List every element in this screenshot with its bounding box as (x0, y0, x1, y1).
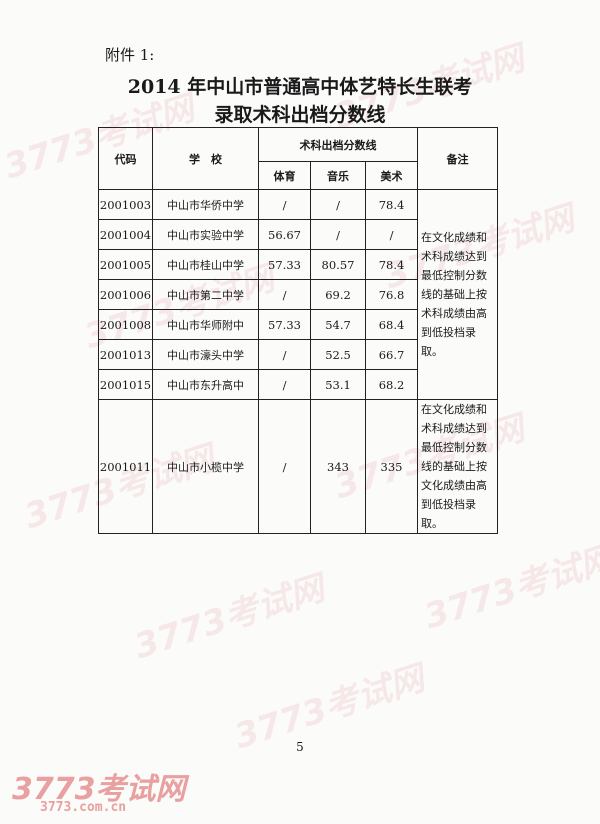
cell-music: / (310, 219, 366, 250)
header-remark: 备注 (417, 127, 498, 190)
attachment-label: 附件 1: (105, 46, 155, 64)
header-code: 代码 (98, 127, 153, 190)
cell-pe: 57.33 (258, 309, 311, 340)
header-music: 音乐 (310, 161, 366, 190)
cell-music: 343 (310, 399, 366, 534)
cell-code: 2001003 (98, 189, 153, 220)
cell-pe: / (258, 189, 311, 220)
document-title: 2014 年中山市普通高中体艺特长生联考 (127, 76, 473, 98)
cell-art: 76.8 (365, 279, 418, 310)
watermark-logo: 3773考试网 (12, 772, 186, 807)
table-row: 2001004 中山市实验中学 56.67 / / (98, 219, 498, 250)
cell-art: 66.7 (365, 339, 418, 370)
cell-pe: / (258, 399, 311, 534)
table-row: 2001011 中山市小榄中学 / 343 335 在文化成绩和术科成绩达到最低… (98, 399, 498, 534)
cell-art: 78.4 (365, 249, 418, 280)
cell-code: 2001005 (98, 249, 153, 280)
cell-school: 中山市桂山中学 (152, 249, 259, 280)
cell-music: / (310, 189, 366, 220)
cell-school: 中山市第二中学 (152, 279, 259, 310)
watermark: 3773考试网 (419, 538, 600, 638)
cell-pe: / (258, 279, 311, 310)
cell-music: 69.2 (310, 279, 366, 310)
cell-code: 2001008 (98, 309, 153, 340)
page-number: 5 (296, 740, 304, 754)
cell-pe: 56.67 (258, 219, 311, 250)
cell-code: 2001011 (98, 399, 153, 534)
cell-pe: 57.33 (258, 249, 311, 280)
header-score-group: 术科出档分数线 (258, 127, 418, 162)
cell-school: 中山市濠头中学 (152, 339, 259, 370)
table-row: 2001008 中山市华师附中 57.33 54.7 68.4 (98, 309, 498, 340)
score-table: 代码 学 校 术科出档分数线 备注 体育 音乐 美术 2001003 中山市华侨… (98, 127, 498, 534)
table-row: 2001015 中山市东升高中 / 53.1 68.2 (98, 369, 498, 400)
table-row: 2001013 中山市濠头中学 / 52.5 66.7 (98, 339, 498, 370)
cell-art: 68.2 (365, 369, 418, 400)
cell-school: 中山市华师附中 (152, 309, 259, 340)
cell-art: 68.4 (365, 309, 418, 340)
table-row: 2001006 中山市第二中学 / 69.2 76.8 (98, 279, 498, 310)
cell-school: 中山市小榄中学 (152, 399, 259, 534)
cell-art: / (365, 219, 418, 250)
cell-code: 2001013 (98, 339, 153, 370)
cell-code: 2001004 (98, 219, 153, 250)
cell-music: 54.7 (310, 309, 366, 340)
cell-music: 80.57 (310, 249, 366, 280)
table-row: 2001003 中山市华侨中学 / / 78.4 在文化成绩和术科成绩达到最低控… (98, 189, 498, 400)
cell-pe: / (258, 369, 311, 400)
cell-code: 2001015 (98, 369, 153, 400)
cell-music: 52.5 (310, 339, 366, 370)
header-school: 学 校 (152, 127, 259, 190)
cell-school: 中山市实验中学 (152, 219, 259, 250)
header-art: 美术 (365, 161, 418, 190)
cell-school: 中山市东升高中 (152, 369, 259, 400)
document-subtitle: 录取术科出档分数线 (214, 104, 386, 126)
header-pe: 体育 (258, 161, 311, 190)
table-row: 2001005 中山市桂山中学 57.33 80.57 78.4 (98, 249, 498, 280)
watermark: 3773考试网 (129, 568, 330, 668)
cell-remark: 在文化成绩和术科成绩达到最低控制分数线的基础上按文化成绩由高到低投档录取。 (417, 399, 498, 534)
cell-pe: / (258, 339, 311, 370)
cell-music: 53.1 (310, 369, 366, 400)
cell-art: 335 (365, 399, 418, 534)
cell-art: 78.4 (365, 189, 418, 220)
watermark-url: 3773.com.cn (40, 800, 127, 815)
cell-school: 中山市华侨中学 (152, 189, 259, 220)
cell-code: 2001006 (98, 279, 153, 310)
cell-remark: 在文化成绩和术科成绩达到最低控制分数线的基础上按术科成绩由高到低投档录取。 (417, 189, 498, 400)
